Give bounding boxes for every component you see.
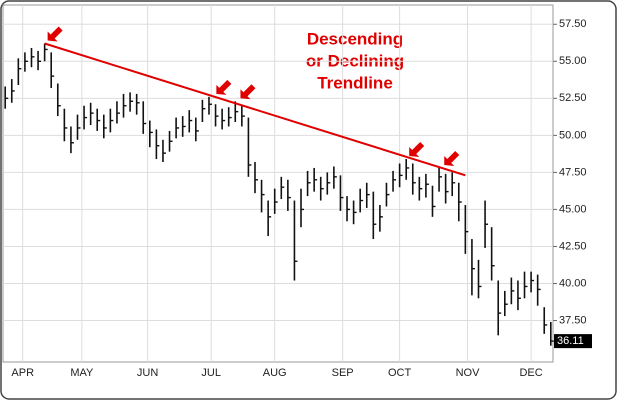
y-tick-label: 45.00 bbox=[559, 203, 587, 215]
y-tick-label: 55.00 bbox=[559, 55, 587, 67]
x-tick-label: SEP bbox=[332, 367, 354, 379]
x-tick-label: AUG bbox=[263, 367, 287, 379]
last-price-label: 36.11 bbox=[557, 335, 584, 347]
annotation: Descending bbox=[307, 29, 403, 48]
x-tick-label: JUN bbox=[137, 367, 158, 379]
x-tick-label: DEC bbox=[519, 367, 542, 379]
y-tick-label: 37.50 bbox=[559, 314, 587, 326]
x-tick-label: APR bbox=[11, 367, 34, 379]
y-tick-label: 40.00 bbox=[559, 277, 587, 289]
touch-arrow bbox=[240, 84, 256, 100]
trendline bbox=[44, 42, 466, 177]
x-tick-label: OCT bbox=[388, 367, 412, 379]
touch-arrow bbox=[47, 26, 63, 42]
touch-arrow bbox=[444, 150, 460, 166]
y-tick-label: 47.50 bbox=[559, 166, 587, 178]
y-tick-label: 42.50 bbox=[559, 240, 587, 252]
y-tick-label: 50.00 bbox=[559, 129, 587, 141]
plot-area bbox=[2, 4, 554, 363]
annotation: Trendline bbox=[317, 73, 393, 92]
y-tick-label: 57.50 bbox=[559, 18, 587, 30]
last-price-box bbox=[554, 334, 592, 349]
x-tick-label: MAY bbox=[70, 367, 94, 379]
touch-arrow bbox=[409, 142, 425, 158]
touch-arrow bbox=[216, 79, 232, 95]
x-tick-label: NOV bbox=[456, 367, 481, 379]
y-tick-label: 52.50 bbox=[559, 92, 587, 104]
x-tick-label: JUL bbox=[201, 367, 221, 379]
